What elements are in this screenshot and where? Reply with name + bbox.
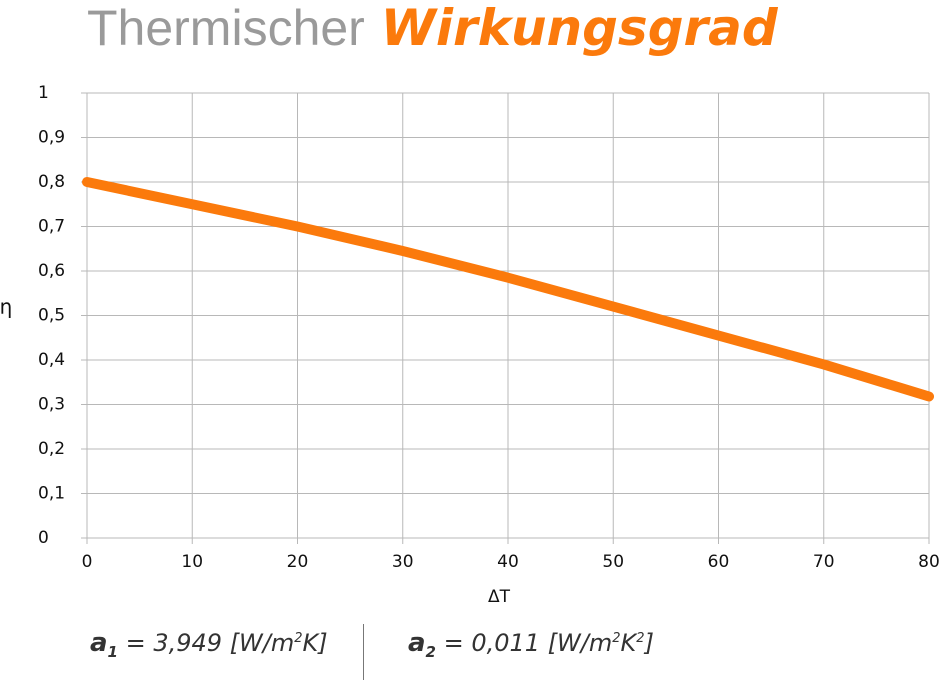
exponent: 2 <box>294 631 303 646</box>
symbol: a <box>90 628 108 658</box>
chart-title: Thermischer Wirkungsgrad <box>87 0 778 56</box>
y-tick-label: 0,8 <box>38 172 65 192</box>
x-tick-label: 60 <box>708 552 730 572</box>
y-tick-label: 0,9 <box>38 128 65 148</box>
text: = 0,011 [W/m <box>435 629 613 657</box>
text: = 3,949 [W/m <box>117 629 295 657</box>
x-tick-label: 80 <box>918 552 940 572</box>
x-axis-label: ΔT <box>488 587 511 607</box>
text: ] <box>644 629 654 657</box>
title-part: Thermischer <box>87 0 365 56</box>
exponent: 2 <box>612 631 621 646</box>
x-tick-label: 50 <box>602 552 624 572</box>
x-tick-label: 40 <box>497 552 519 572</box>
y-tick-label: 0,4 <box>38 350 65 370</box>
divider <box>363 624 364 680</box>
formula: a1 = 3,949 [W/m2K] <box>90 628 328 661</box>
exponent: 2 <box>636 631 645 646</box>
symbol: a <box>408 628 426 658</box>
formula: a2 = 0,011 [W/m2K2] <box>408 628 654 661</box>
y-tick-label: 0,7 <box>38 217 65 237</box>
index: 2 <box>425 642 436 661</box>
y-tick-label: 0,3 <box>38 395 65 415</box>
y-tick-label: 0,2 <box>38 439 65 459</box>
index: 1 <box>107 642 118 661</box>
x-tick-label: 70 <box>813 552 835 572</box>
data-line <box>82 177 934 402</box>
y-tick-label: 0,6 <box>38 261 65 281</box>
x-tick-label: 30 <box>392 552 414 572</box>
title-highlight: Wirkungsgrad <box>380 0 778 57</box>
y-tick-label: 0,5 <box>38 306 65 326</box>
y-axis-label: η <box>0 295 12 319</box>
x-tick-label: 0 <box>82 552 93 572</box>
y-tick-label: 0,1 <box>38 484 65 504</box>
y-tick-label: 1 <box>38 83 49 103</box>
x-tick-label: 20 <box>287 552 309 572</box>
text: K] <box>302 629 328 657</box>
text: K <box>620 629 637 657</box>
y-tick-label: 0 <box>38 528 49 548</box>
x-tick-label: 10 <box>181 552 203 572</box>
chart: 00,10,20,30,40,50,60,70,80,910 10 20 30 40 50… <box>0 83 940 607</box>
